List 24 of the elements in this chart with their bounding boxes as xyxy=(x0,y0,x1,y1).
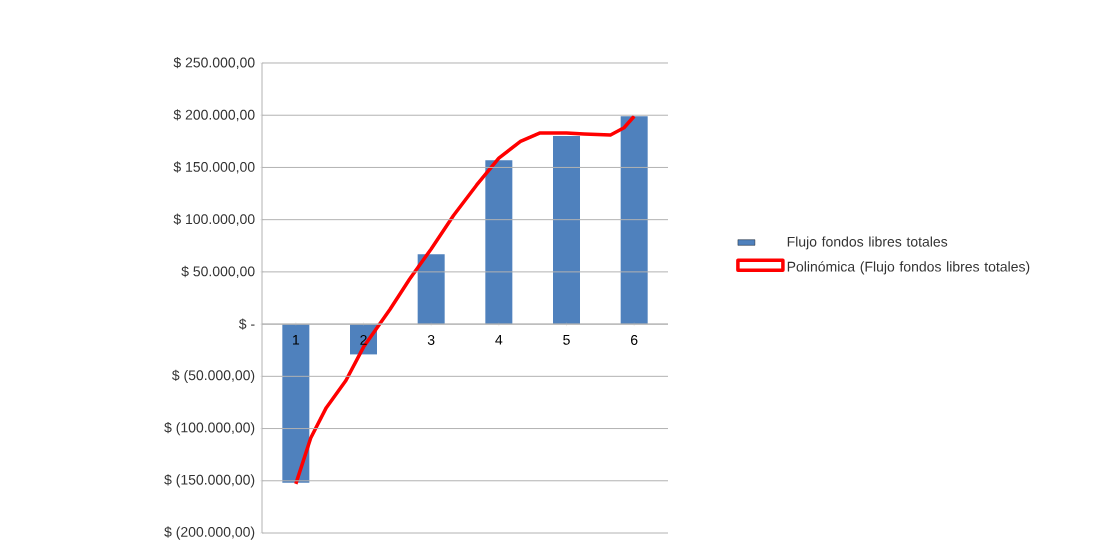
bar xyxy=(620,116,648,325)
x-tick-label: 2 xyxy=(360,334,367,345)
legend-label: Flujo fondos libres totales xyxy=(787,236,948,250)
y-tick-label: $ 200.000,00 xyxy=(173,109,255,122)
y-tick-label: $ 50.000,00 xyxy=(181,265,255,278)
y-tick-label: $ (150.000,00) xyxy=(164,474,255,488)
x-tick-label: 5 xyxy=(563,334,570,345)
y-tick-label: $ (50.000,00) xyxy=(172,369,255,383)
bar xyxy=(485,160,513,325)
x-tick-label: 3 xyxy=(427,334,435,345)
bar xyxy=(282,324,310,483)
x-tick-label: 1 xyxy=(293,334,300,345)
y-tick-label: $ 100.000,00 xyxy=(173,213,255,226)
legend-label: Polinómica (Flujo fondos libres totales) xyxy=(787,261,1030,275)
x-tick-label: 4 xyxy=(495,334,503,345)
y-tick-label: $ 250.000,00 xyxy=(173,56,255,70)
y-tick-label: $ - xyxy=(238,318,255,330)
line-series xyxy=(294,114,636,486)
y-tick-label: $ (100.000,00) xyxy=(164,421,255,436)
y-tick-label: $ 150.000,00 xyxy=(173,161,255,174)
bar xyxy=(553,136,580,325)
x-tick-label: 6 xyxy=(631,334,638,345)
bar xyxy=(417,254,445,325)
y-tick-label: $ (200.000,00) xyxy=(164,526,255,540)
